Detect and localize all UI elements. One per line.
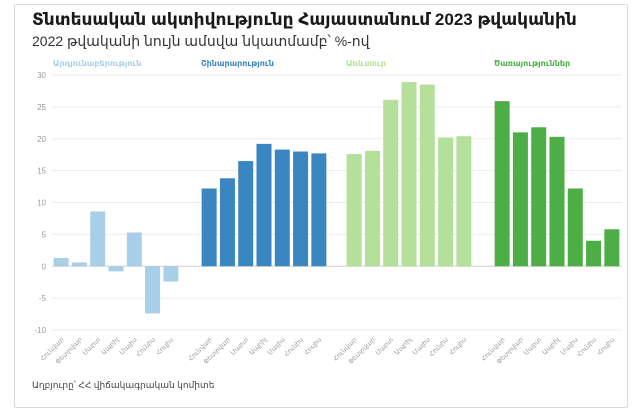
x-tick-label: Մարտ [230, 336, 250, 356]
bar [256, 143, 272, 267]
y-tick-label: 15 [37, 167, 46, 176]
bar [145, 266, 161, 314]
x-tick-label: Հուլիս [448, 336, 468, 356]
x-tick-label: Մարտ [82, 336, 102, 356]
x-tick-label: Հունիս [576, 336, 598, 358]
bar [494, 101, 510, 267]
bar [419, 84, 435, 267]
x-tick-label: Հուլիս [303, 336, 323, 356]
y-tick-label: -10 [34, 326, 46, 335]
y-tick-label: 30 [37, 71, 46, 80]
x-tick-label: Հունիս [428, 336, 450, 358]
bar [512, 132, 528, 267]
bar [293, 151, 309, 267]
bar [346, 154, 362, 267]
bar [274, 149, 290, 267]
bar [219, 178, 235, 267]
bar [201, 188, 217, 267]
bar [71, 262, 87, 267]
bar [311, 153, 327, 267]
x-tick-label: Ապրիլ [248, 336, 268, 356]
bar [531, 127, 547, 267]
bar [90, 211, 106, 267]
bar [401, 82, 417, 267]
x-tick-label: Հունիս [283, 336, 305, 358]
x-tick-label: Հունիս [135, 336, 157, 358]
y-tick-label: 5 [42, 230, 47, 239]
bar [438, 137, 454, 267]
source-note: Աղբյուրը՝ ՀՀ վիճակագրական կոմիտե [32, 380, 215, 390]
x-tick-label: Հուլիս [155, 336, 175, 356]
bar [456, 136, 472, 267]
x-tick-label: Մարտ [523, 336, 543, 356]
panel-title: Արդյունաբերություն [53, 59, 141, 68]
bar [364, 150, 380, 267]
y-tick-label: 25 [37, 103, 46, 112]
bar [108, 266, 124, 272]
bar [586, 240, 602, 267]
bar [53, 257, 69, 267]
y-tick-label: 10 [37, 199, 46, 208]
chart-title: Տնտեսական ակտիվությունը Հայաստանում 2023… [32, 10, 577, 29]
y-tick-label: 20 [37, 135, 46, 144]
chart-subtitle: 2022 թվականի նույն ամսվա նկատմամբ՝ %-ով [32, 33, 370, 49]
panel-title: Շինարարություն [201, 59, 274, 68]
bar [549, 136, 565, 267]
panel-title: Ծառայություններ [494, 59, 570, 68]
bar [604, 229, 620, 267]
y-tick-label: 0 [42, 262, 47, 271]
bar [163, 266, 179, 282]
bar [567, 188, 583, 267]
x-tick-label: Հուլիս [596, 336, 616, 356]
y-tick-label: -5 [39, 294, 47, 303]
x-tick-label: Ապրիլ [100, 336, 120, 356]
x-tick-label: Մարտ [375, 336, 395, 356]
x-tick-label: Ապրիլ [541, 336, 561, 356]
panel-title: Առևտուր [346, 59, 386, 68]
bar [383, 99, 399, 267]
bar [238, 161, 254, 267]
bar [126, 232, 142, 267]
x-tick-label: Ապրիլ [393, 336, 413, 356]
